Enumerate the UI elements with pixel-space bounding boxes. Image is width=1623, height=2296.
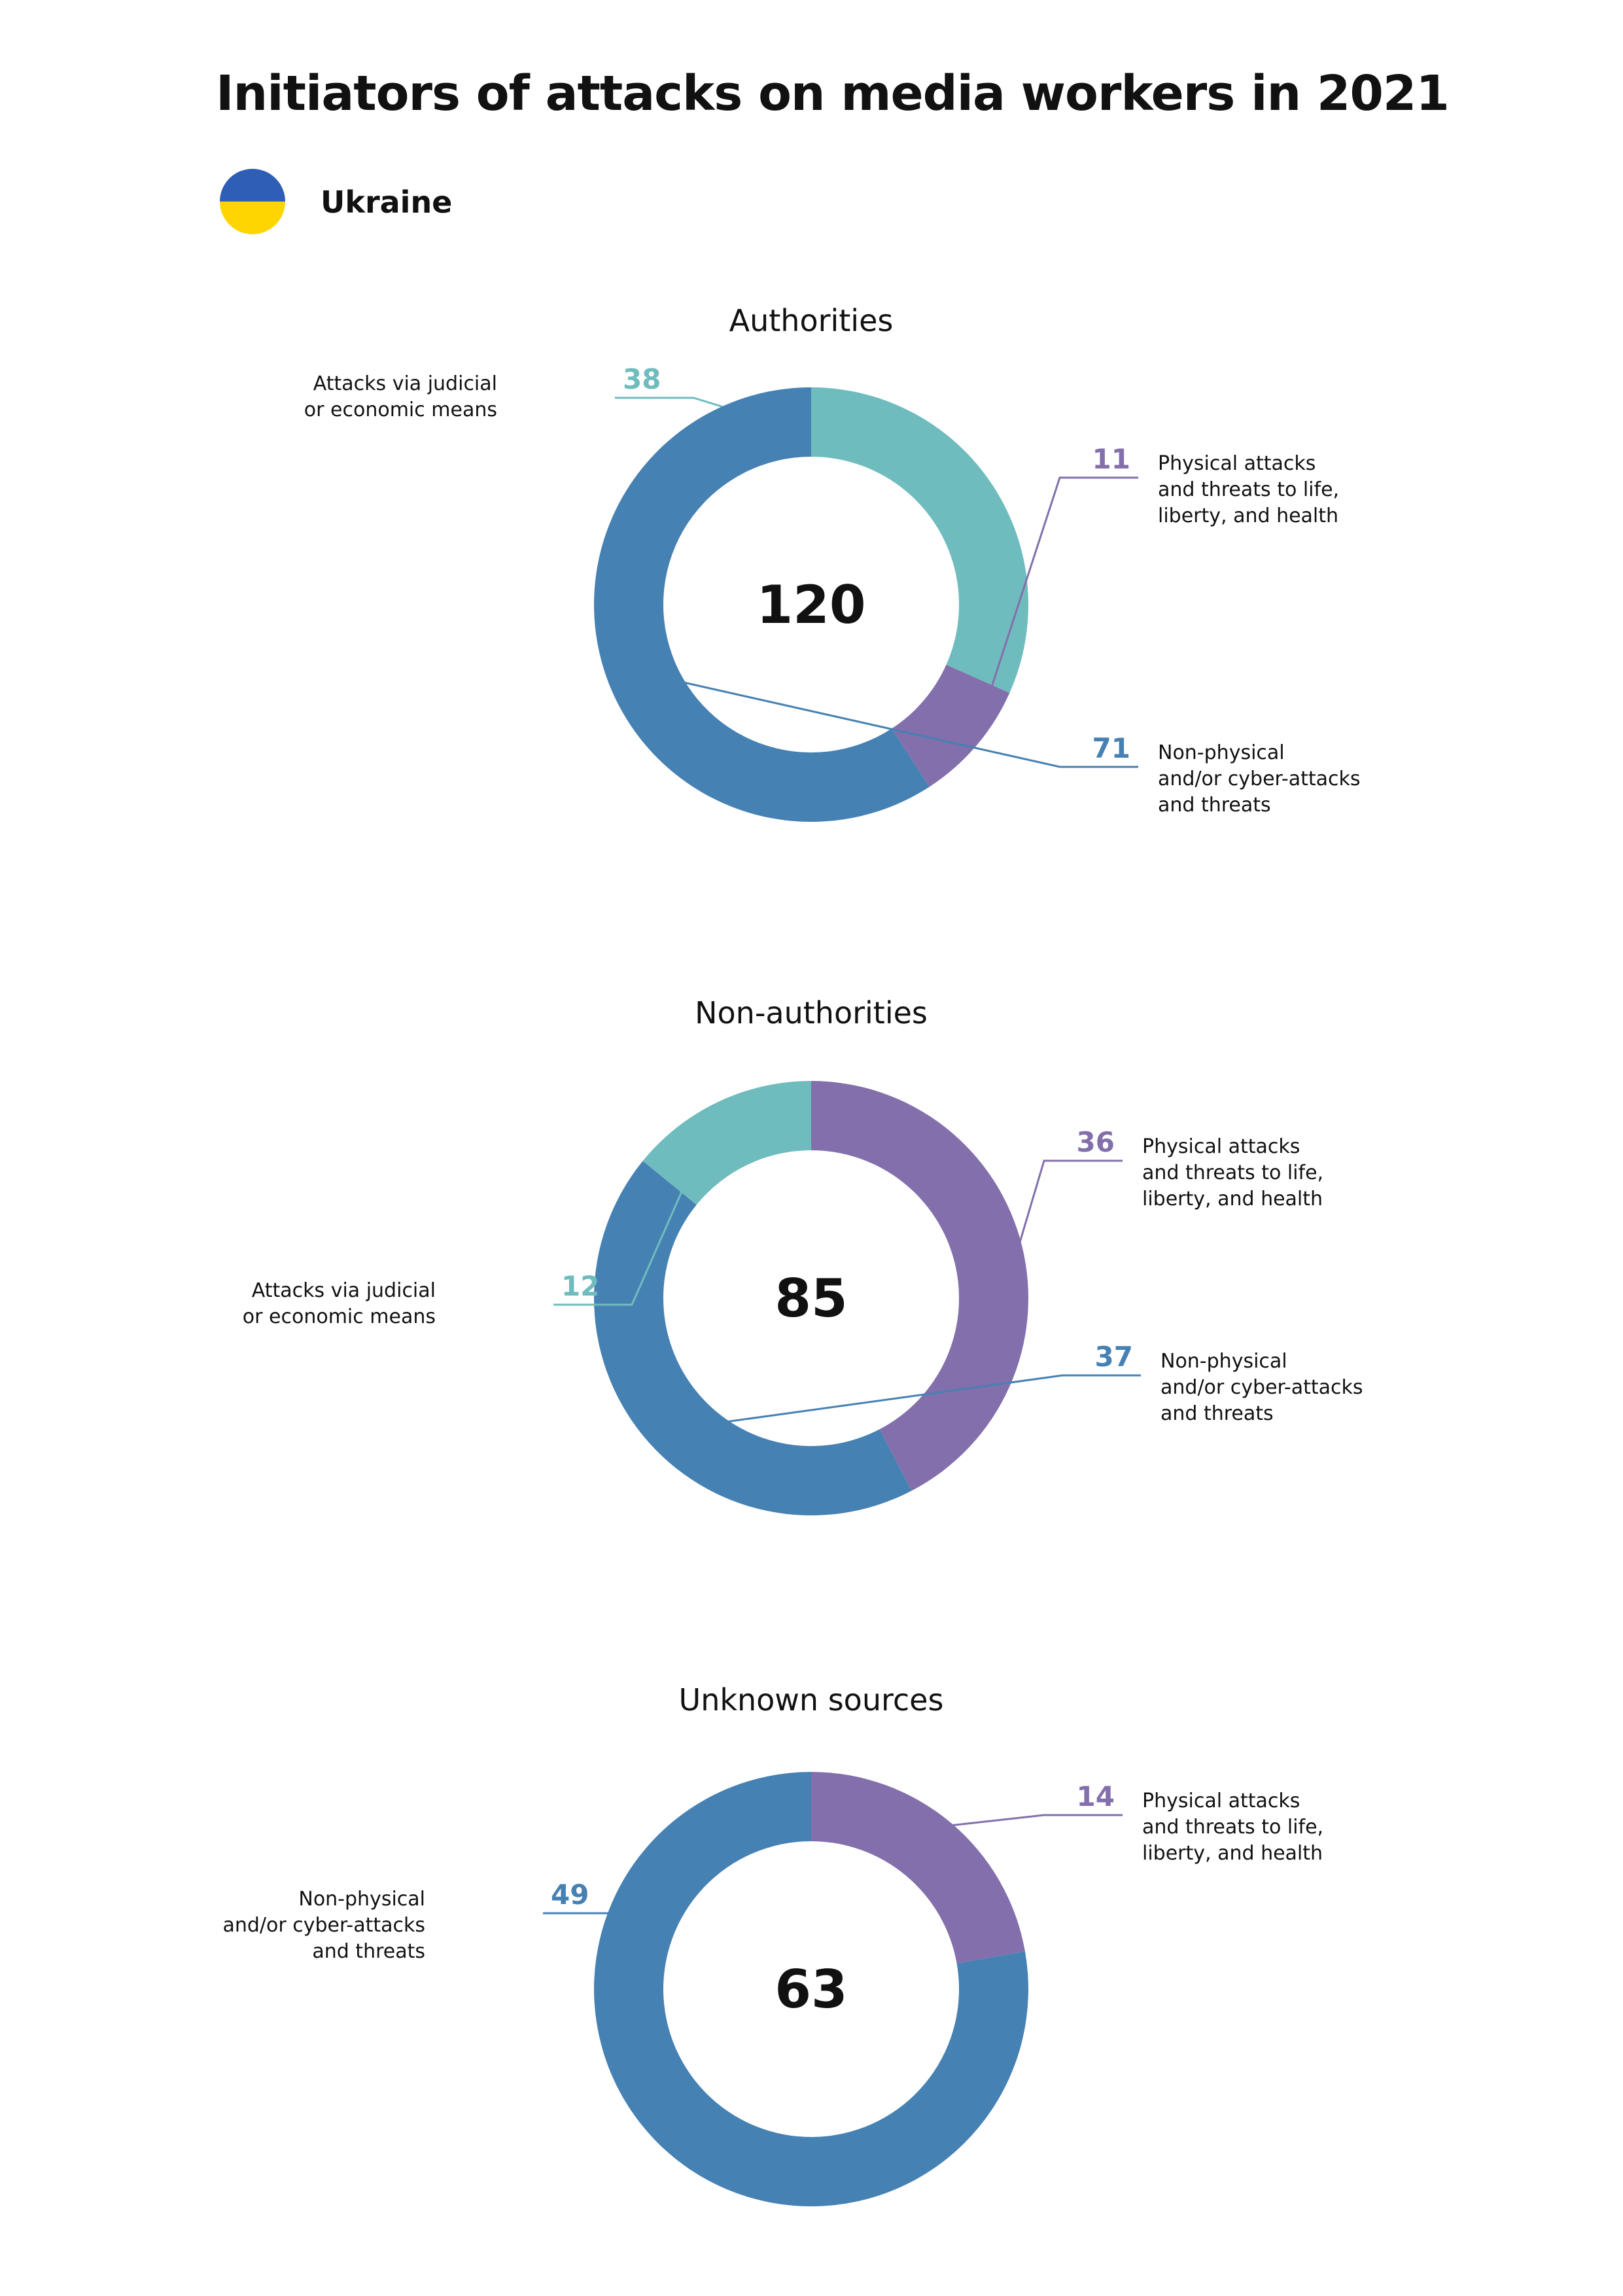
slice-value-label: 71 <box>1092 732 1130 764</box>
slice-category-line: or economic means <box>243 1305 436 1328</box>
slice-value-label: 11 <box>1092 443 1130 475</box>
slice-category-label: Non-physical and/or cyber-attacks and thre… <box>222 1888 425 1963</box>
slice-category-line: liberty, and health <box>1158 504 1338 527</box>
slice-category-label: Physical attacks and threats to life, libe… <box>1142 1790 1323 1865</box>
leader-line <box>972 476 1138 744</box>
slice-category-line: Attacks via judicial <box>313 372 497 395</box>
slice-category-line: and threats to life, <box>1142 1161 1323 1184</box>
slice-category-line: Physical attacks <box>1158 452 1316 475</box>
leader-line <box>543 1912 675 2153</box>
slice-category-label: Non-physical and/or cyber-attacks and thre… <box>1158 741 1361 817</box>
page-title: Initiators of attacks on media workers i… <box>216 65 1450 122</box>
donut-slice-nonphysical <box>593 1772 1028 2206</box>
chart-title: Unknown sources <box>679 1682 944 1718</box>
slice-category-line: liberty, and health <box>1142 1842 1323 1865</box>
donut-slice-physical <box>892 664 1010 787</box>
slice-category-line: and threats <box>312 1940 425 1963</box>
slice-value-label: 38 <box>623 363 661 395</box>
slice-value-label: 37 <box>1095 1341 1133 1373</box>
slice-value-label: 12 <box>561 1270 599 1302</box>
slice-category-line: and threats <box>1158 794 1271 817</box>
chart-title: Non-authorities <box>695 995 928 1031</box>
leader-line <box>606 664 1138 768</box>
slice-category-line: liberty, and health <box>1142 1188 1323 1210</box>
slice-category-label: Attacks via judicial or economic means <box>243 1279 436 1328</box>
chart-title: Authorities <box>729 303 894 338</box>
slice-category-line: Physical attacks <box>1142 1790 1300 1812</box>
slice-category-line: and threats to life, <box>1158 478 1339 501</box>
leader-line <box>615 397 990 489</box>
slice-category-label: Physical attacks and threats to life, libe… <box>1158 452 1339 527</box>
slice-category-label: Non-physical and/or cyber-attacks and thre… <box>1161 1350 1363 1425</box>
slice-category-line: Non-physical <box>1158 741 1285 764</box>
slice-category-line: Physical attacks <box>1142 1135 1300 1158</box>
leader-line <box>1017 1159 1123 1248</box>
slice-value-label: 14 <box>1077 1780 1115 1812</box>
donut-chart-1: Non-authorities 36 Physical attacks and thr… <box>243 995 1363 1515</box>
donut-slice-judicial <box>811 387 1029 694</box>
slice-category-line: and threats <box>1161 1402 1274 1425</box>
slice-value-label: 36 <box>1077 1126 1115 1158</box>
donut-slice-judicial <box>642 1081 811 1205</box>
slice-category-line: and threats to life, <box>1142 1816 1323 1839</box>
donut-chart-0: Authorities 38 Attacks via judicial or econ… <box>304 303 1361 822</box>
slice-category-line: and/or cyber-attacks <box>1158 768 1361 790</box>
slice-value-label: 49 <box>551 1879 589 1911</box>
donut-total: 63 <box>775 1959 847 2020</box>
donut-slice-nonphysical <box>593 387 930 822</box>
slice-category-line: and/or cyber-attacks <box>222 1914 425 1937</box>
slice-category-line: or economic means <box>304 398 497 421</box>
leader-line <box>553 1104 721 1306</box>
leader-line <box>948 1814 1123 1827</box>
ukraine-flag-icon <box>220 169 285 234</box>
slice-category-label: Attacks via judicial or economic means <box>304 372 497 421</box>
slice-category-line: Attacks via judicial <box>252 1279 436 1302</box>
donut-slice-nonphysical <box>594 1161 912 1515</box>
slice-category-line: and/or cyber-attacks <box>1161 1376 1363 1399</box>
donut-total: 120 <box>757 574 866 635</box>
leader-line <box>646 1374 1141 1434</box>
donut-total: 85 <box>775 1268 847 1329</box>
donut-slice-physical <box>811 1771 1025 1964</box>
slice-category-line: Non-physical <box>1161 1350 1287 1373</box>
country-label: Ukraine <box>321 185 453 220</box>
slice-category-label: Physical attacks and threats to life, libe… <box>1142 1135 1323 1210</box>
slice-category-line: Non-physical <box>298 1888 425 1911</box>
donut-chart-2: Unknown sources 14 Physical attacks and thr… <box>222 1682 1323 2206</box>
